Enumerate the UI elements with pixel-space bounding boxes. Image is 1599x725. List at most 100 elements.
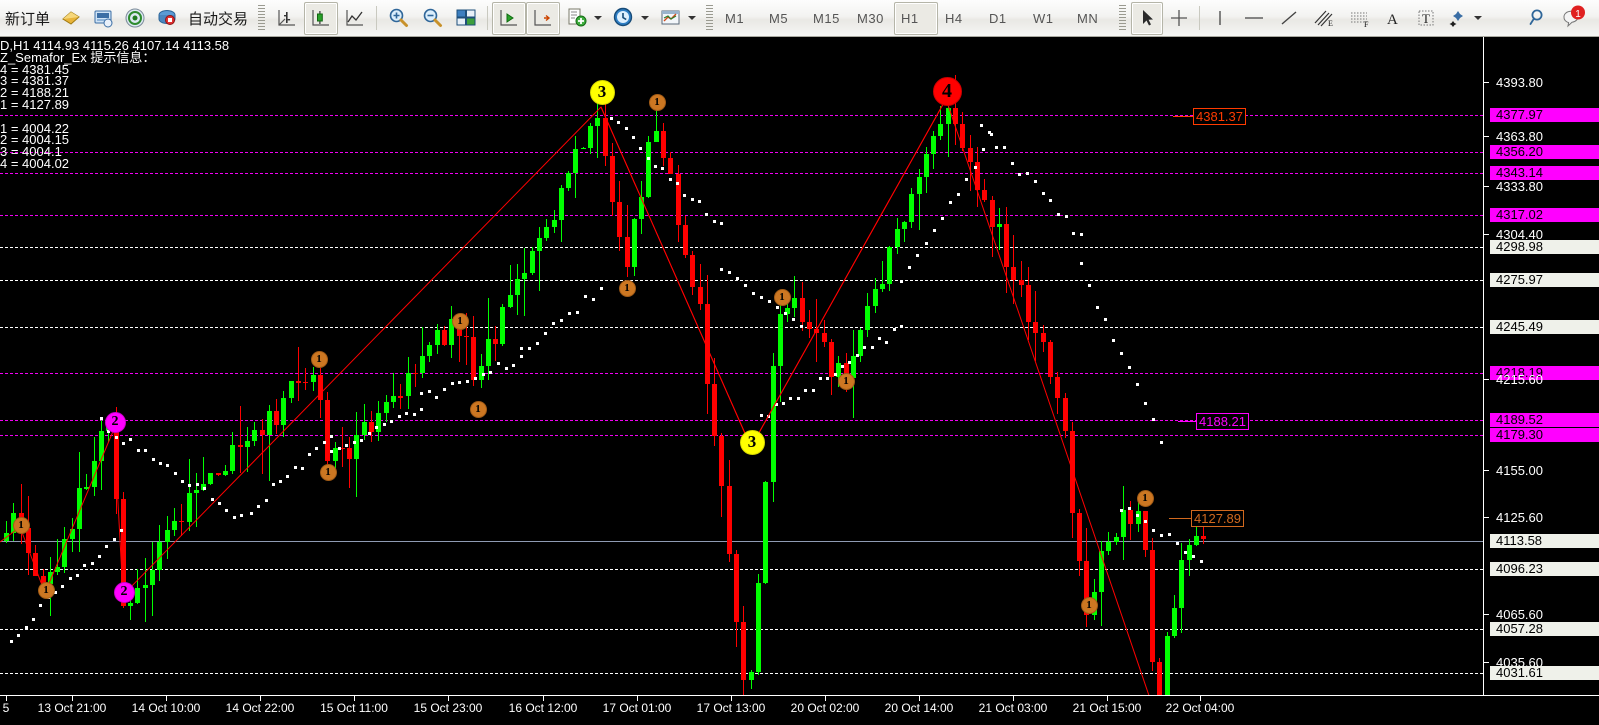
svg-text:E: E bbox=[1328, 19, 1333, 28]
timeframe-m30[interactable]: M30 bbox=[850, 2, 894, 35]
fibonacci-button[interactable]: F bbox=[1342, 2, 1378, 35]
candle-body bbox=[1106, 541, 1112, 552]
candle-body bbox=[164, 529, 170, 543]
sar-dot bbox=[1128, 507, 1131, 511]
line-chart-button[interactable] bbox=[338, 2, 372, 35]
chevron-down-icon-2[interactable] bbox=[641, 16, 650, 20]
new-order-button[interactable]: 新订单 bbox=[0, 2, 55, 35]
equidistant-channel-button[interactable]: E bbox=[1306, 2, 1342, 35]
vline-icon bbox=[1219, 11, 1221, 25]
sar-dot bbox=[300, 466, 304, 470]
diamond-icon-button[interactable] bbox=[55, 2, 87, 35]
timeframe-h1[interactable]: H1 bbox=[894, 1, 939, 35]
candle-body bbox=[515, 279, 520, 296]
sar-dot bbox=[105, 544, 109, 548]
candle-body bbox=[960, 124, 966, 148]
price-axis-value: 4393.80 bbox=[1496, 75, 1543, 90]
sar-dot bbox=[811, 388, 815, 392]
chart-price-tag[interactable]: 4127.89 bbox=[1191, 510, 1244, 527]
horizontal-line-button[interactable] bbox=[1236, 2, 1272, 35]
toolbar-grip[interactable] bbox=[258, 5, 266, 31]
zoom-in-button[interactable] bbox=[381, 2, 415, 35]
timeframe-mn[interactable]: MN bbox=[1070, 2, 1114, 35]
price-axis-value: 4065.60 bbox=[1496, 607, 1543, 622]
chevron-down-icon[interactable] bbox=[594, 16, 603, 20]
sar-dot bbox=[900, 280, 903, 284]
price-axis[interactable]: 4393.80 4377.97 4363.80 4356.20 4343.14 4333.… bbox=[1483, 37, 1599, 720]
toolbar-grip-3[interactable] bbox=[1119, 5, 1127, 31]
zoom-out-button[interactable] bbox=[415, 2, 449, 35]
terminal-icon-button[interactable] bbox=[87, 2, 119, 35]
autotrading-button[interactable]: 自动交易 bbox=[183, 2, 253, 35]
chart-shift-icon bbox=[534, 10, 552, 26]
candle-body bbox=[128, 603, 134, 606]
price-axis-label: 4125.60 bbox=[1484, 511, 1599, 525]
candle-wick bbox=[538, 227, 540, 292]
label-button[interactable]: T bbox=[1410, 2, 1442, 35]
candle-chart-button[interactable] bbox=[304, 1, 339, 35]
timeframe-label: M5 bbox=[769, 10, 789, 26]
timeframe-label: H4 bbox=[945, 10, 963, 26]
candle-body bbox=[120, 499, 126, 606]
price-axis-label: 4155.00 bbox=[1484, 464, 1599, 478]
price-axis-label: 4363.80 bbox=[1484, 130, 1599, 144]
sar-dot bbox=[264, 498, 268, 502]
candle-body bbox=[135, 588, 141, 604]
cursor-button[interactable] bbox=[1131, 1, 1164, 35]
sar-dot bbox=[68, 576, 72, 580]
auto-scroll-button[interactable] bbox=[492, 1, 527, 35]
toolbar-grip-2[interactable] bbox=[706, 5, 714, 31]
candle-body bbox=[347, 448, 353, 460]
sar-dot bbox=[774, 402, 778, 406]
indicators-button[interactable] bbox=[560, 2, 607, 35]
candle-body bbox=[785, 307, 791, 314]
period-button[interactable] bbox=[607, 2, 654, 35]
text-button[interactable]: A bbox=[1378, 2, 1410, 35]
price-axis-tickmark bbox=[1484, 186, 1489, 187]
sar-dot bbox=[698, 200, 701, 204]
chart-price-tag[interactable]: 4381.37 bbox=[1193, 108, 1246, 125]
sar-dot bbox=[848, 360, 852, 364]
vertical-line-button[interactable] bbox=[1204, 2, 1236, 35]
chevron-down-icon-4[interactable] bbox=[1474, 16, 1483, 20]
price-axis-value: 4189.52 bbox=[1496, 412, 1543, 427]
signal-icon bbox=[125, 8, 145, 28]
search-button[interactable] bbox=[1521, 2, 1555, 35]
alerts-button[interactable]: 1 bbox=[1555, 2, 1591, 35]
time-axis[interactable]: 5 13 Oct 21:00 14 Oct 10:00 14 Oct 22:00 15 … bbox=[0, 695, 1599, 725]
timeframe-m5[interactable]: M5 bbox=[762, 2, 806, 35]
chevron-down-icon-3[interactable] bbox=[688, 16, 697, 20]
chart-shift-button[interactable] bbox=[526, 1, 561, 35]
tile-windows-button[interactable] bbox=[449, 2, 483, 35]
timeframe-m1[interactable]: M1 bbox=[718, 2, 762, 35]
sar-dot bbox=[210, 497, 214, 501]
timeframe-w1[interactable]: W1 bbox=[1026, 2, 1070, 35]
publisher-icon-button[interactable] bbox=[151, 2, 183, 35]
fibonacci-icon: F bbox=[1351, 12, 1369, 29]
candle-wick bbox=[787, 290, 789, 323]
sar-dot bbox=[1144, 519, 1147, 523]
candle-body bbox=[792, 298, 798, 308]
templates-button[interactable] bbox=[654, 2, 701, 35]
candle-body bbox=[325, 399, 331, 462]
sar-dot bbox=[520, 354, 523, 358]
objects-button[interactable] bbox=[1442, 2, 1487, 35]
timeframe-m15[interactable]: M15 bbox=[806, 2, 850, 35]
chart-price-tag[interactable]: 4188.21 bbox=[1196, 413, 1249, 430]
timeframe-h4[interactable]: H4 bbox=[938, 2, 982, 35]
timeframe-label: W1 bbox=[1033, 10, 1054, 26]
text-icon: A bbox=[1387, 12, 1398, 28]
bar-chart-button[interactable] bbox=[270, 2, 304, 35]
trendline-button[interactable] bbox=[1272, 2, 1306, 35]
signal-icon-button[interactable] bbox=[119, 2, 151, 35]
timeframe-d1[interactable]: D1 bbox=[982, 2, 1026, 35]
candle-body bbox=[485, 339, 491, 367]
sar-dot bbox=[536, 342, 539, 346]
sar-dot bbox=[39, 603, 43, 607]
candle-body bbox=[1099, 551, 1104, 593]
timeframe-label: H1 bbox=[901, 10, 919, 26]
crosshair-button[interactable] bbox=[1163, 2, 1195, 35]
price-axis-value: 4275.97 bbox=[1496, 272, 1543, 287]
